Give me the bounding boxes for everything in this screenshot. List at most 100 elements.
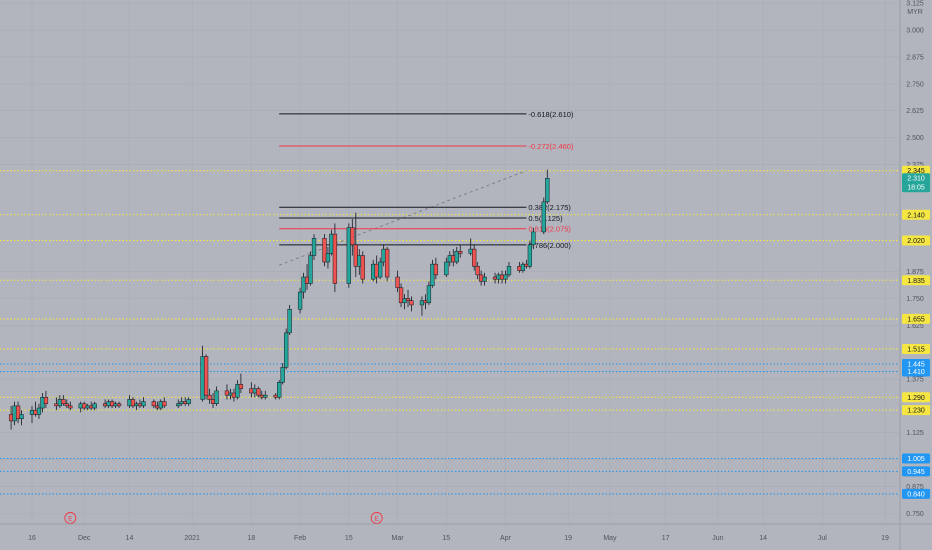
candle-body	[350, 227, 355, 246]
price-tick-label: 1.375	[906, 377, 924, 384]
candle-body	[284, 332, 289, 368]
time-tick-label: 19	[564, 535, 572, 542]
candle-body	[520, 263, 526, 271]
time-tick-label: Apr	[500, 535, 512, 542]
time-tick-label: 18	[247, 535, 255, 542]
last-price-label: 2.310	[907, 176, 925, 183]
price-level-badge	[902, 488, 930, 499]
candle-body	[378, 261, 383, 278]
price-level-badge-label: 1.835	[907, 278, 925, 285]
candle-body	[545, 177, 550, 203]
candle-body	[116, 403, 122, 407]
candle-body	[57, 399, 63, 407]
candle-body	[214, 390, 219, 404]
candle-body	[329, 233, 334, 254]
price-level-badge-label: 1.290	[907, 395, 925, 402]
candle-body	[263, 394, 268, 398]
candle-body	[398, 287, 404, 304]
candle-body	[256, 388, 261, 396]
candle-body	[531, 231, 536, 246]
candle-body	[322, 238, 327, 263]
candle-body	[186, 399, 191, 404]
time-tick-label: Feb	[294, 535, 306, 542]
candle-body	[238, 384, 244, 389]
last-price-badge	[902, 173, 930, 193]
candle-body	[259, 394, 264, 398]
candle-body	[517, 266, 522, 271]
candle-body	[273, 394, 278, 398]
candle-body	[155, 405, 160, 409]
price-level-badge	[902, 235, 930, 246]
candle-body	[33, 409, 38, 415]
price-tick-label: 3.000	[906, 28, 924, 35]
horizontal-levels	[0, 170, 900, 495]
candle-body	[423, 300, 428, 304]
candle-body	[61, 399, 66, 404]
candle-body	[405, 298, 411, 301]
price-tick-label: 1.750	[906, 296, 924, 303]
candle-body	[113, 403, 118, 407]
price-level-badge	[902, 405, 930, 416]
candle-body	[297, 291, 303, 310]
candle-body	[472, 248, 477, 267]
candle-body	[384, 248, 390, 278]
price-level-badge	[902, 359, 930, 370]
price-tick-label: 2.625	[906, 108, 924, 115]
price-tick-label: 1.875	[906, 269, 924, 276]
time-tick-label: 16	[28, 535, 36, 542]
candle-body	[151, 401, 157, 407]
candle-body	[506, 266, 512, 276]
candle-body	[357, 255, 362, 267]
candle-body	[280, 366, 285, 383]
candle-body	[134, 403, 139, 407]
candle-body	[224, 390, 230, 396]
candle-body	[301, 276, 306, 293]
candle-body	[444, 261, 449, 276]
candle-body	[374, 263, 379, 278]
candlesticks	[8, 169, 550, 430]
fib-level-label: -0.618(2.610)	[528, 110, 574, 119]
time-tick-label: May	[603, 535, 617, 542]
price-level-badge-label: 1.655	[907, 316, 925, 323]
price-level-badge-label: 1.005	[907, 456, 925, 463]
price-tick-label: 2.750	[906, 81, 924, 88]
candle-body	[426, 285, 432, 304]
price-level-badge	[902, 392, 930, 403]
time-tick-label: 2021	[184, 535, 200, 542]
price-level-badge-label: 1.230	[907, 408, 925, 415]
candle-body	[419, 300, 425, 306]
price-tick-label: 2.375	[906, 162, 924, 169]
candle-body	[346, 227, 351, 284]
price-tick-label: 1.125	[906, 430, 924, 437]
candle-body	[207, 394, 212, 400]
candle-body	[454, 251, 459, 263]
candle-body	[228, 392, 233, 396]
candle-body	[308, 255, 313, 284]
time-tick-label: Jun	[712, 535, 723, 542]
candle-body	[158, 401, 163, 409]
candle-body	[141, 401, 146, 407]
candle-body	[371, 263, 376, 280]
price-level-badge	[902, 313, 930, 324]
candle-body	[200, 356, 205, 400]
candle-body	[235, 384, 240, 398]
candle-body	[353, 244, 358, 267]
price-tick-label: 3.125	[906, 1, 924, 8]
candle-body	[430, 263, 435, 286]
price-level-badge-label: 0.945	[907, 469, 925, 476]
candle-body	[162, 401, 167, 407]
candle-body	[492, 276, 498, 280]
candle-body	[249, 388, 254, 394]
time-tick-label: 19	[881, 535, 889, 542]
price-level-badge-label: 2.020	[907, 238, 925, 245]
time-tick-label: 17	[662, 535, 670, 542]
candle-body	[109, 401, 115, 407]
fib-level-label: 0.382(2.175)	[528, 203, 571, 212]
candle-body	[130, 399, 136, 407]
candle-body	[468, 248, 473, 254]
currency-label: MYR	[907, 9, 923, 16]
candle-body	[210, 399, 216, 404]
price-level-badge-label: 0.840	[907, 491, 925, 498]
